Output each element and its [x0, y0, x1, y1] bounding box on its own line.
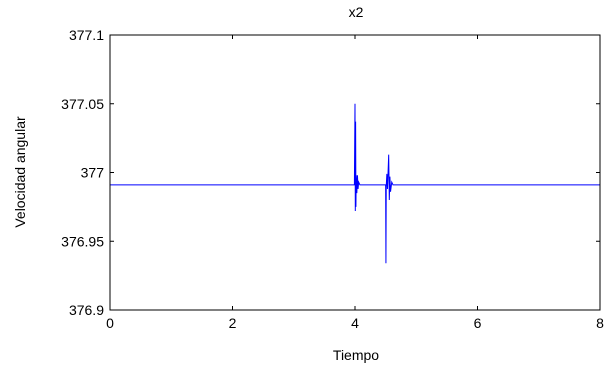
- y-tick-label: 377: [81, 165, 105, 181]
- y-tick-label: 377.05: [61, 96, 104, 112]
- x-tick-label: 6: [474, 315, 482, 331]
- chart-title: x2: [349, 4, 364, 20]
- plot-area: 0 2 4 6 8 376.9 376.95 377 377.05 377.1: [61, 27, 604, 331]
- x-tick-label: 2: [229, 315, 237, 331]
- y-tick-label: 376.95: [61, 233, 104, 249]
- x-tick-label: 0: [106, 315, 114, 331]
- y-tick-label: 377.1: [69, 27, 104, 43]
- x-tick-label: 8: [596, 315, 604, 331]
- y-tick-label: 376.9: [69, 302, 104, 318]
- y-axis-label: Velocidad angular: [12, 116, 28, 228]
- x-axis-label: Tiempo: [333, 347, 379, 363]
- series-line-0: [110, 103, 600, 264]
- x-tick-label: 4: [351, 315, 359, 331]
